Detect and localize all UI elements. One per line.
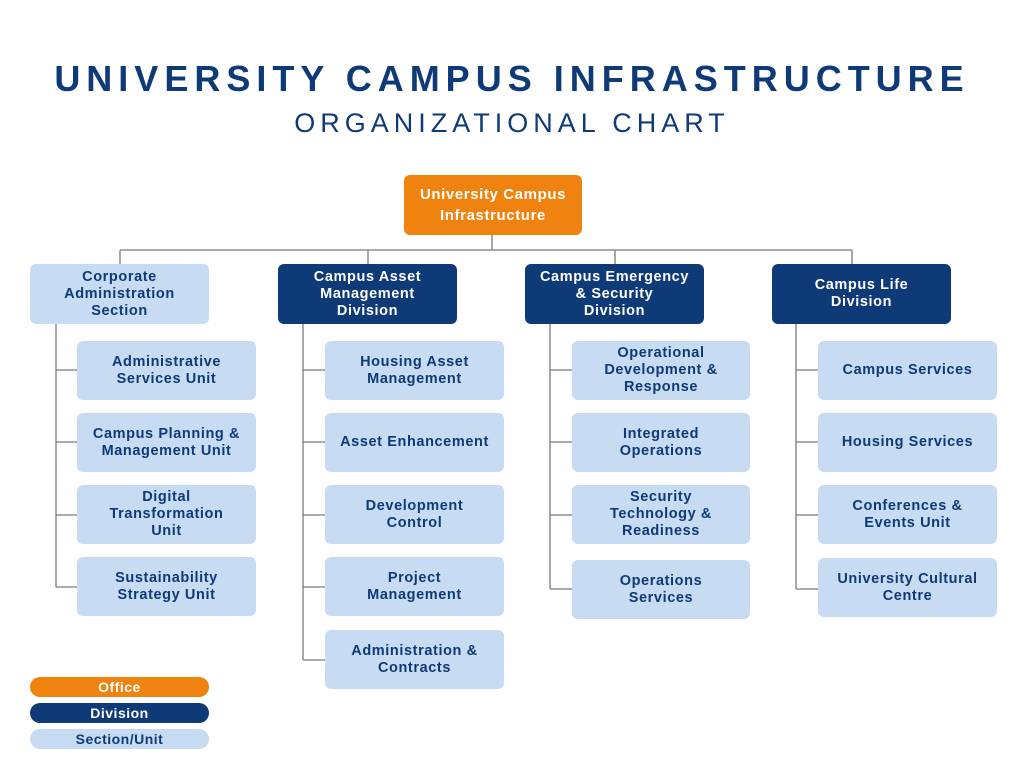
unit-digital-transformation[interactable]: Digital Transformation Unit <box>77 485 256 544</box>
unit-asset-enhancement[interactable]: Asset Enhancement <box>325 413 504 472</box>
unit-campus-planning[interactable]: Campus Planning & Management Unit <box>77 413 256 472</box>
chart-title: UNIVERSITY CAMPUS INFRASTRUCTURE <box>54 58 970 99</box>
unit-administration-contracts[interactable]: Administration & Contracts <box>325 630 504 689</box>
division-campus-life[interactable]: Campus Life Division <box>772 264 951 324</box>
unit-security-technology[interactable]: Security Technology & Readiness <box>572 485 750 544</box>
division-campus-asset-management[interactable]: Campus Asset Management Division <box>278 264 457 324</box>
legend-division: Division <box>30 703 209 723</box>
unit-housing-asset-management[interactable]: Housing Asset Management <box>325 341 504 400</box>
legend-section-unit: Section/Unit <box>30 729 209 749</box>
unit-campus-services[interactable]: Campus Services <box>818 341 997 400</box>
division-campus-emergency-security[interactable]: Campus Emergency & Security Division <box>525 264 704 324</box>
unit-operations-services[interactable]: Operations Services <box>572 560 750 619</box>
unit-university-cultural-centre[interactable]: University Cultural Centre <box>818 558 997 617</box>
division-corporate-administration[interactable]: Corporate Administration Section <box>30 264 209 324</box>
legend-office: Office <box>30 677 209 697</box>
chart-subtitle: ORGANIZATIONAL CHART <box>294 108 730 138</box>
unit-housing-services[interactable]: Housing Services <box>818 413 997 472</box>
unit-administrative-services[interactable]: Administrative Services Unit <box>77 341 256 400</box>
unit-sustainability-strategy[interactable]: Sustainability Strategy Unit <box>77 557 256 616</box>
root-node[interactable]: University Campus Infrastructure <box>404 175 582 235</box>
unit-integrated-operations[interactable]: Integrated Operations <box>572 413 750 472</box>
unit-operational-development[interactable]: Operational Development & Response <box>572 341 750 400</box>
unit-project-management[interactable]: Project Management <box>325 557 504 616</box>
unit-conferences-events[interactable]: Conferences & Events Unit <box>818 485 997 544</box>
unit-development-control[interactable]: Development Control <box>325 485 504 544</box>
